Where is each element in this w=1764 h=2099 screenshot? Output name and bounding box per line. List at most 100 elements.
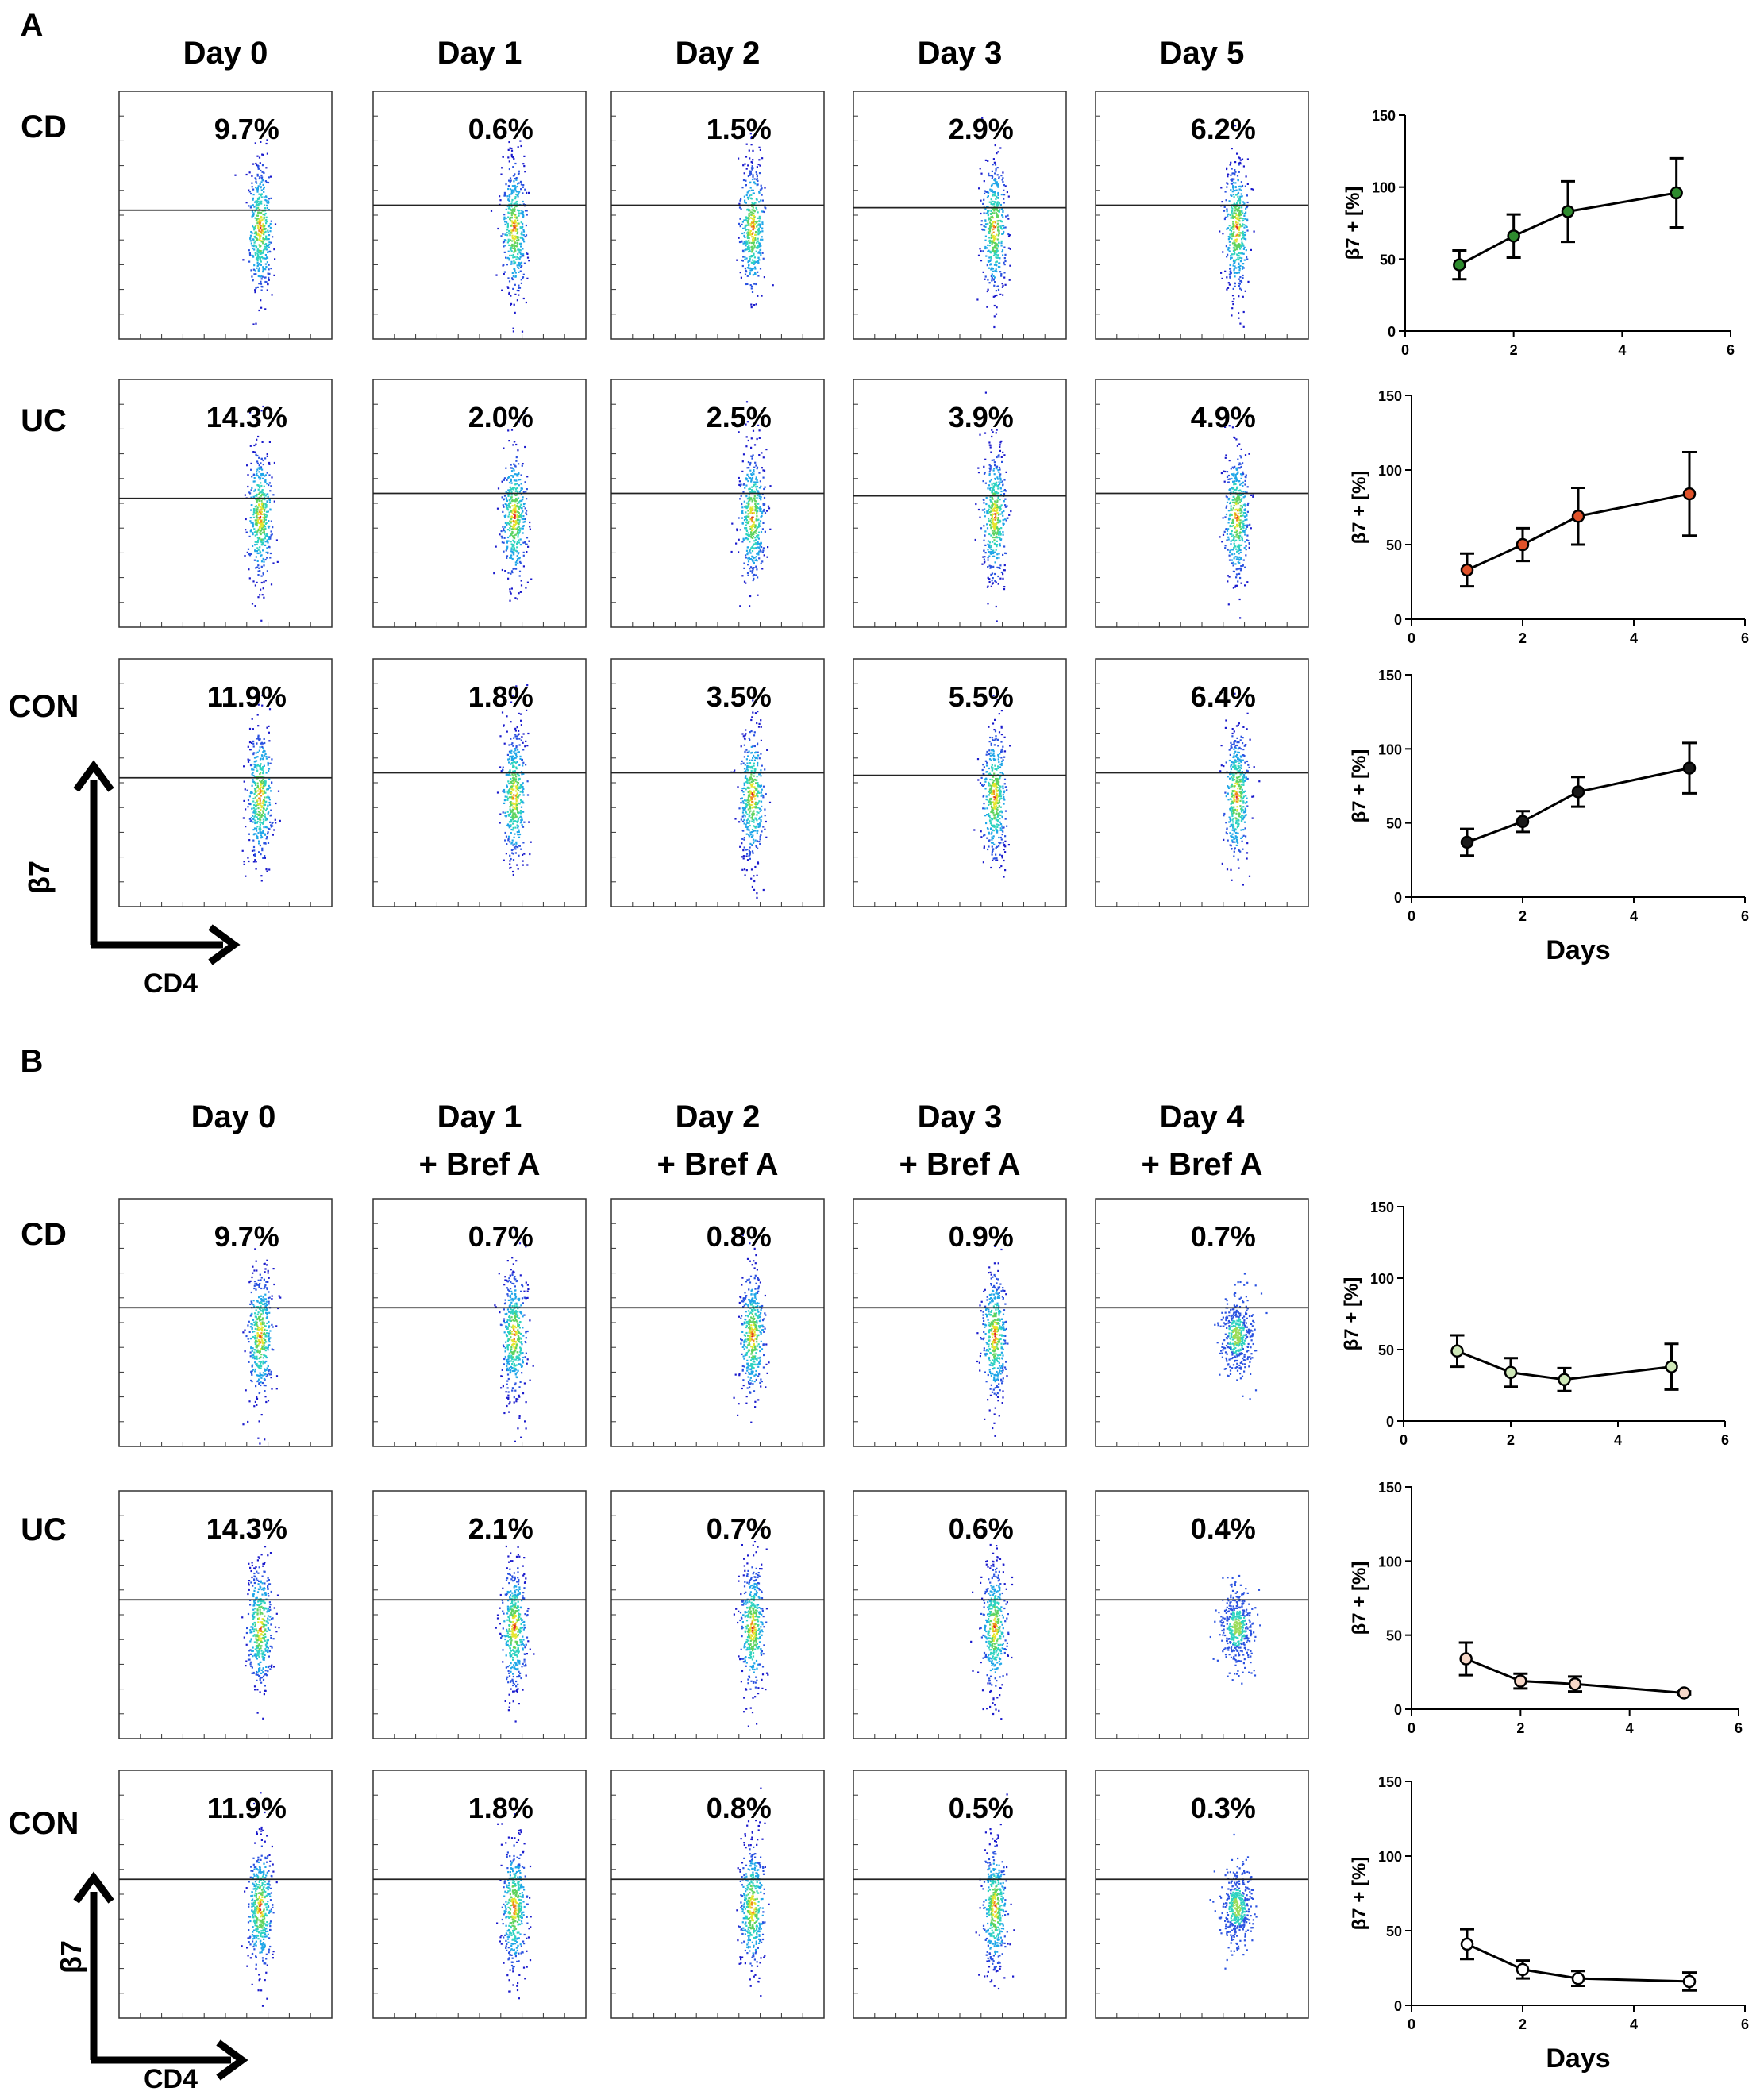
facs-event (988, 441, 991, 444)
facs-event (514, 202, 516, 205)
facs-event (514, 225, 517, 228)
facs-event (757, 534, 760, 537)
facs-event (268, 769, 270, 772)
facs-event (256, 239, 259, 241)
facs-event (276, 560, 279, 563)
facs-event (511, 209, 514, 211)
facs-event (518, 541, 521, 544)
facs-event (521, 818, 523, 821)
facs-event (510, 821, 512, 823)
facs-event (504, 839, 506, 842)
facs-event (994, 249, 996, 252)
facs-event (994, 242, 996, 245)
facs-event (1230, 468, 1232, 470)
facs-event (1238, 278, 1240, 280)
facs-event (750, 478, 753, 480)
facs-event (1230, 189, 1232, 191)
facs-event (757, 230, 760, 233)
facs-event (1245, 476, 1247, 479)
facs-event (750, 261, 753, 264)
facs-event (252, 197, 254, 199)
facs-event (1230, 256, 1232, 259)
facs-event (259, 798, 261, 800)
facs-event (763, 508, 765, 511)
facs-event (1001, 460, 1003, 463)
facs-event (257, 552, 260, 555)
facs-event (987, 279, 989, 281)
facs-event (1238, 188, 1241, 191)
facs-event (520, 261, 523, 264)
facs-event (749, 558, 753, 560)
facs-event (517, 219, 519, 221)
facs-event (993, 251, 996, 253)
facs-event (990, 256, 992, 258)
facs-event (1231, 242, 1234, 245)
facs-event (1242, 526, 1245, 529)
facs-event (989, 567, 992, 569)
facs-event (1228, 460, 1231, 462)
facs-event (248, 205, 250, 207)
facs-event (738, 483, 741, 486)
facs-event (508, 160, 510, 163)
facs-event (994, 572, 996, 576)
facs-event (996, 201, 999, 203)
facs-event (1233, 542, 1235, 545)
facs-event (746, 209, 749, 211)
facs-event (510, 302, 513, 305)
facs-event (250, 468, 252, 471)
facs-event (514, 508, 517, 510)
facs-event (266, 514, 268, 517)
facs-event (515, 193, 518, 196)
facs-event (752, 232, 754, 234)
facs-event (516, 515, 518, 518)
facs-event (251, 487, 253, 489)
facs-event (994, 183, 996, 185)
facs-event (988, 471, 991, 473)
facs-event (997, 210, 999, 212)
facs-event (997, 214, 999, 217)
facs-event (264, 238, 267, 241)
facs-event (753, 471, 755, 473)
facs-event (759, 545, 761, 547)
facs-event (519, 560, 522, 563)
facs-event (523, 412, 526, 414)
facs-event (756, 241, 758, 244)
facs-event (982, 480, 984, 483)
facs-event (256, 541, 259, 543)
facs-event (1231, 168, 1233, 170)
facs-event (267, 238, 269, 241)
facs-event (510, 785, 512, 788)
facs-event (994, 172, 996, 175)
facs-event (503, 514, 506, 518)
facs-event (1002, 524, 1004, 526)
facs-event (990, 210, 992, 212)
facs-event (520, 493, 522, 495)
facs-event (517, 252, 519, 256)
facs-event (996, 478, 999, 480)
facs-event (758, 522, 761, 525)
facs-event (997, 184, 999, 187)
facs-event (274, 258, 276, 260)
facs-event (751, 162, 753, 164)
facs-event (259, 746, 261, 749)
facs-event (254, 796, 256, 799)
facs-event (990, 479, 992, 481)
facs-event (753, 469, 755, 472)
facs-event (1241, 210, 1243, 213)
facs-event (1238, 262, 1240, 264)
facs-event (747, 164, 749, 167)
facs-event (272, 236, 274, 238)
facs-event (264, 541, 267, 543)
facs-event (995, 514, 997, 516)
facs-event (754, 524, 757, 526)
facs-event (256, 550, 258, 553)
facs-event (510, 429, 514, 431)
facs-event (1234, 261, 1236, 264)
facs-event (266, 796, 268, 799)
facs-event (268, 244, 271, 246)
facs-event (1226, 167, 1228, 169)
facs-event (260, 169, 262, 172)
facs-event (256, 189, 259, 192)
facs-event (766, 556, 768, 558)
